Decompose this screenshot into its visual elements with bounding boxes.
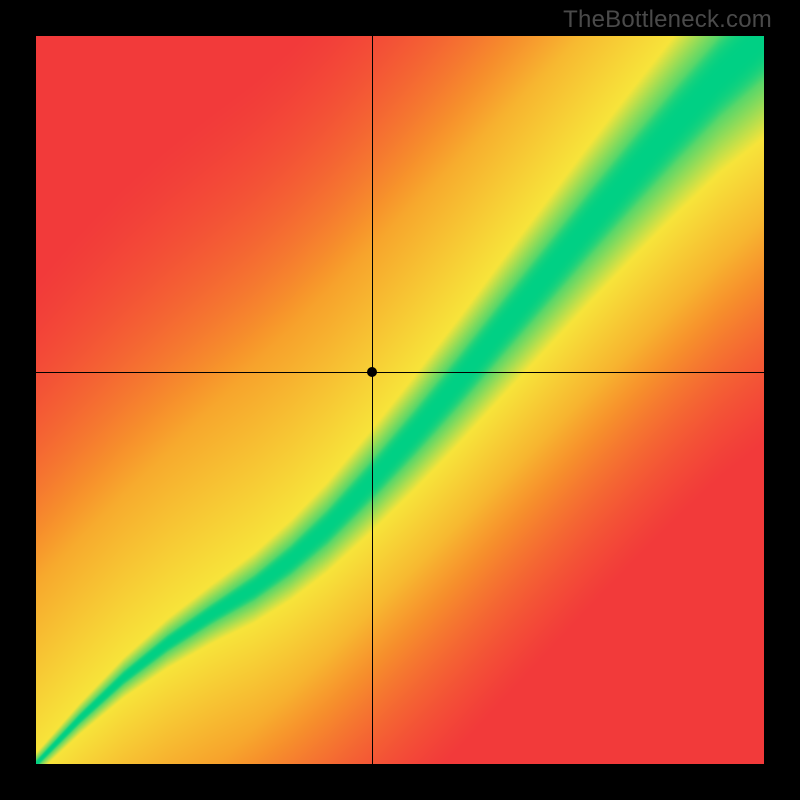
plot-area: [36, 36, 764, 764]
marker-dot: [367, 367, 377, 377]
crosshair-horizontal: [36, 372, 764, 373]
watermark-text: TheBottleneck.com: [563, 6, 772, 34]
crosshair-vertical: [372, 36, 373, 764]
heatmap-canvas: [36, 36, 764, 764]
chart-container: TheBottleneck.com: [0, 0, 800, 800]
